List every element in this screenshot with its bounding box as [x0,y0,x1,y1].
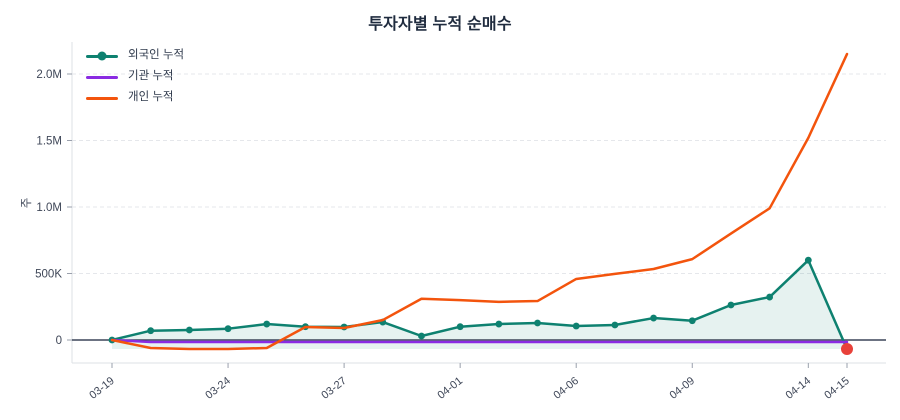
legend-label: 개인 누적 [128,91,174,104]
y-tick-label: 2.0M [36,69,62,81]
highlight-last-point-marker [841,343,853,356]
data-point-marker [804,256,812,264]
chart-title: 투자자별 누적 순매수 [368,16,512,33]
y-tick-label: 1.0M [36,202,62,214]
x-tick-label: 03-24 [203,375,233,402]
y-axis-title: 주 [21,198,33,209]
x-tick-label: 04-15 [822,375,852,402]
data-point-marker [766,293,774,301]
line-with-dot-marker-icon [86,51,118,61]
data-point-marker [147,327,155,335]
data-point-marker [224,325,232,333]
legend-item-institution[interactable]: 기관 누적 [86,70,184,84]
x-tick-label: 03-19 [87,375,117,402]
y-tick-label: 0 [56,335,62,347]
data-point-marker [263,320,271,328]
y-tick-label: 1.5M [36,136,62,148]
x-tick-label: 04-09 [668,375,698,402]
data-point-marker [185,326,193,334]
data-point-marker [727,301,735,309]
data-point-marker [611,321,619,329]
legend-item-foreign[interactable]: 외국인 누적 [86,49,184,63]
data-point-marker [688,317,696,325]
line-marker-icon [86,96,118,100]
y-tick-label: 500K [35,269,62,281]
x-tick-label: 04-01 [435,375,465,402]
legend-label: 외국인 누적 [128,49,185,62]
data-point-marker [456,323,464,331]
data-point-marker [534,319,541,327]
line-marker-icon [86,75,118,79]
series-line-1 [110,338,849,344]
legend-label: 기관 누적 [128,70,174,83]
x-tick-label: 04-14 [784,375,814,402]
legend: 외국인 누적 기관 누적 개인 누적 [86,49,184,105]
x-tick-label: 04-06 [551,375,581,402]
data-point-marker [418,332,425,340]
data-point-marker [650,314,657,322]
x-tick-label: 03-27 [319,375,349,402]
series-line-0 [110,258,849,351]
legend-item-individual[interactable]: 개인 누적 [86,91,184,105]
series-line-2 [110,52,849,351]
data-point-marker [572,322,580,330]
data-point-marker [495,320,503,328]
